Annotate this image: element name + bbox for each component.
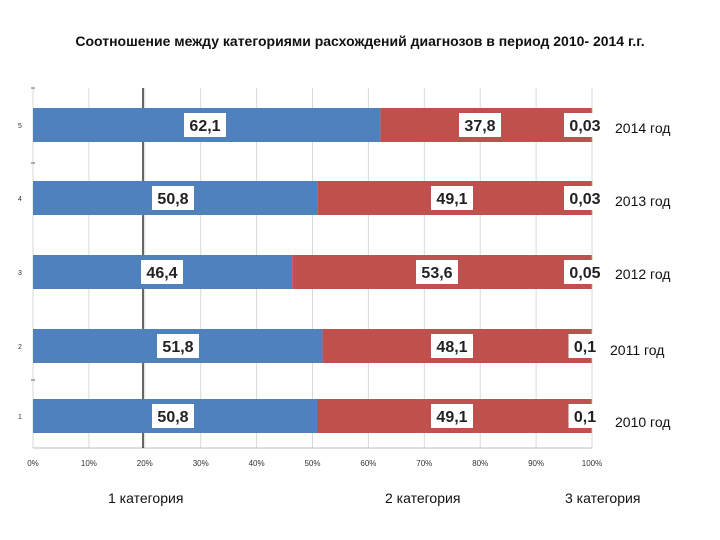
x-tick-label: 100%	[582, 459, 602, 468]
year-label-2012: 2012 год	[615, 266, 671, 282]
data-label-box	[459, 113, 501, 137]
year-label-2010: 2010 год	[615, 414, 671, 430]
data-label: 50,8	[157, 191, 188, 208]
x-tick-label: 70%	[416, 459, 432, 468]
data-label-box	[568, 404, 602, 428]
legend-category-3: 3 категория	[565, 490, 641, 506]
data-label-box	[564, 260, 606, 284]
data-label-box	[152, 186, 194, 210]
data-label-box	[416, 260, 458, 284]
data-label: 49,1	[436, 191, 467, 208]
data-label-box	[431, 186, 473, 210]
y-tick-label: 3	[18, 270, 22, 277]
y-tick-label: 5	[18, 123, 22, 130]
data-label: 37,8	[464, 118, 495, 135]
chart-title: Соотношение между категориями расхождени…	[75, 33, 645, 49]
year-label-2014: 2014 год	[615, 120, 671, 136]
data-label-box	[141, 260, 183, 284]
data-label: 0,1	[574, 339, 596, 356]
data-label: 0,1	[574, 409, 596, 426]
legend-category-2: 2 категория	[385, 490, 461, 506]
x-tick-label: 10%	[81, 459, 97, 468]
data-label-box	[184, 113, 226, 137]
data-label-box	[157, 334, 199, 358]
x-tick-label: 0%	[27, 459, 39, 468]
year-label-2013: 2013 год	[615, 193, 671, 209]
x-tick-label: 30%	[193, 459, 209, 468]
x-tick-label: 40%	[249, 459, 265, 468]
data-label-box	[431, 334, 473, 358]
data-label: 50,8	[157, 409, 188, 426]
data-label: 62,1	[189, 118, 220, 135]
y-tick-label: 2	[18, 344, 22, 351]
data-label-box	[564, 186, 606, 210]
data-label: 51,8	[162, 339, 193, 356]
data-label: 0,03	[569, 191, 600, 208]
legend-category-1: 1 категория	[108, 490, 184, 506]
x-tick-label: 90%	[528, 459, 544, 468]
data-label: 0,03	[569, 118, 600, 135]
data-label: 53,6	[421, 265, 452, 282]
y-tick-label: 1	[18, 414, 22, 421]
x-tick-label: 80%	[472, 459, 488, 468]
data-label: 46,4	[146, 265, 177, 282]
data-label-box	[152, 404, 194, 428]
y-tick-label: 4	[18, 196, 22, 203]
data-label-box	[431, 404, 473, 428]
year-label-2011: 2011 год	[610, 342, 665, 358]
data-label: 48,1	[436, 339, 467, 356]
data-label-box	[564, 113, 606, 137]
data-label-box	[568, 334, 602, 358]
x-tick-label: 20%	[137, 459, 153, 468]
x-tick-label: 50%	[304, 459, 320, 468]
data-label: 49,1	[436, 409, 467, 426]
x-tick-label: 60%	[360, 459, 376, 468]
data-label: 0,05	[569, 265, 600, 282]
